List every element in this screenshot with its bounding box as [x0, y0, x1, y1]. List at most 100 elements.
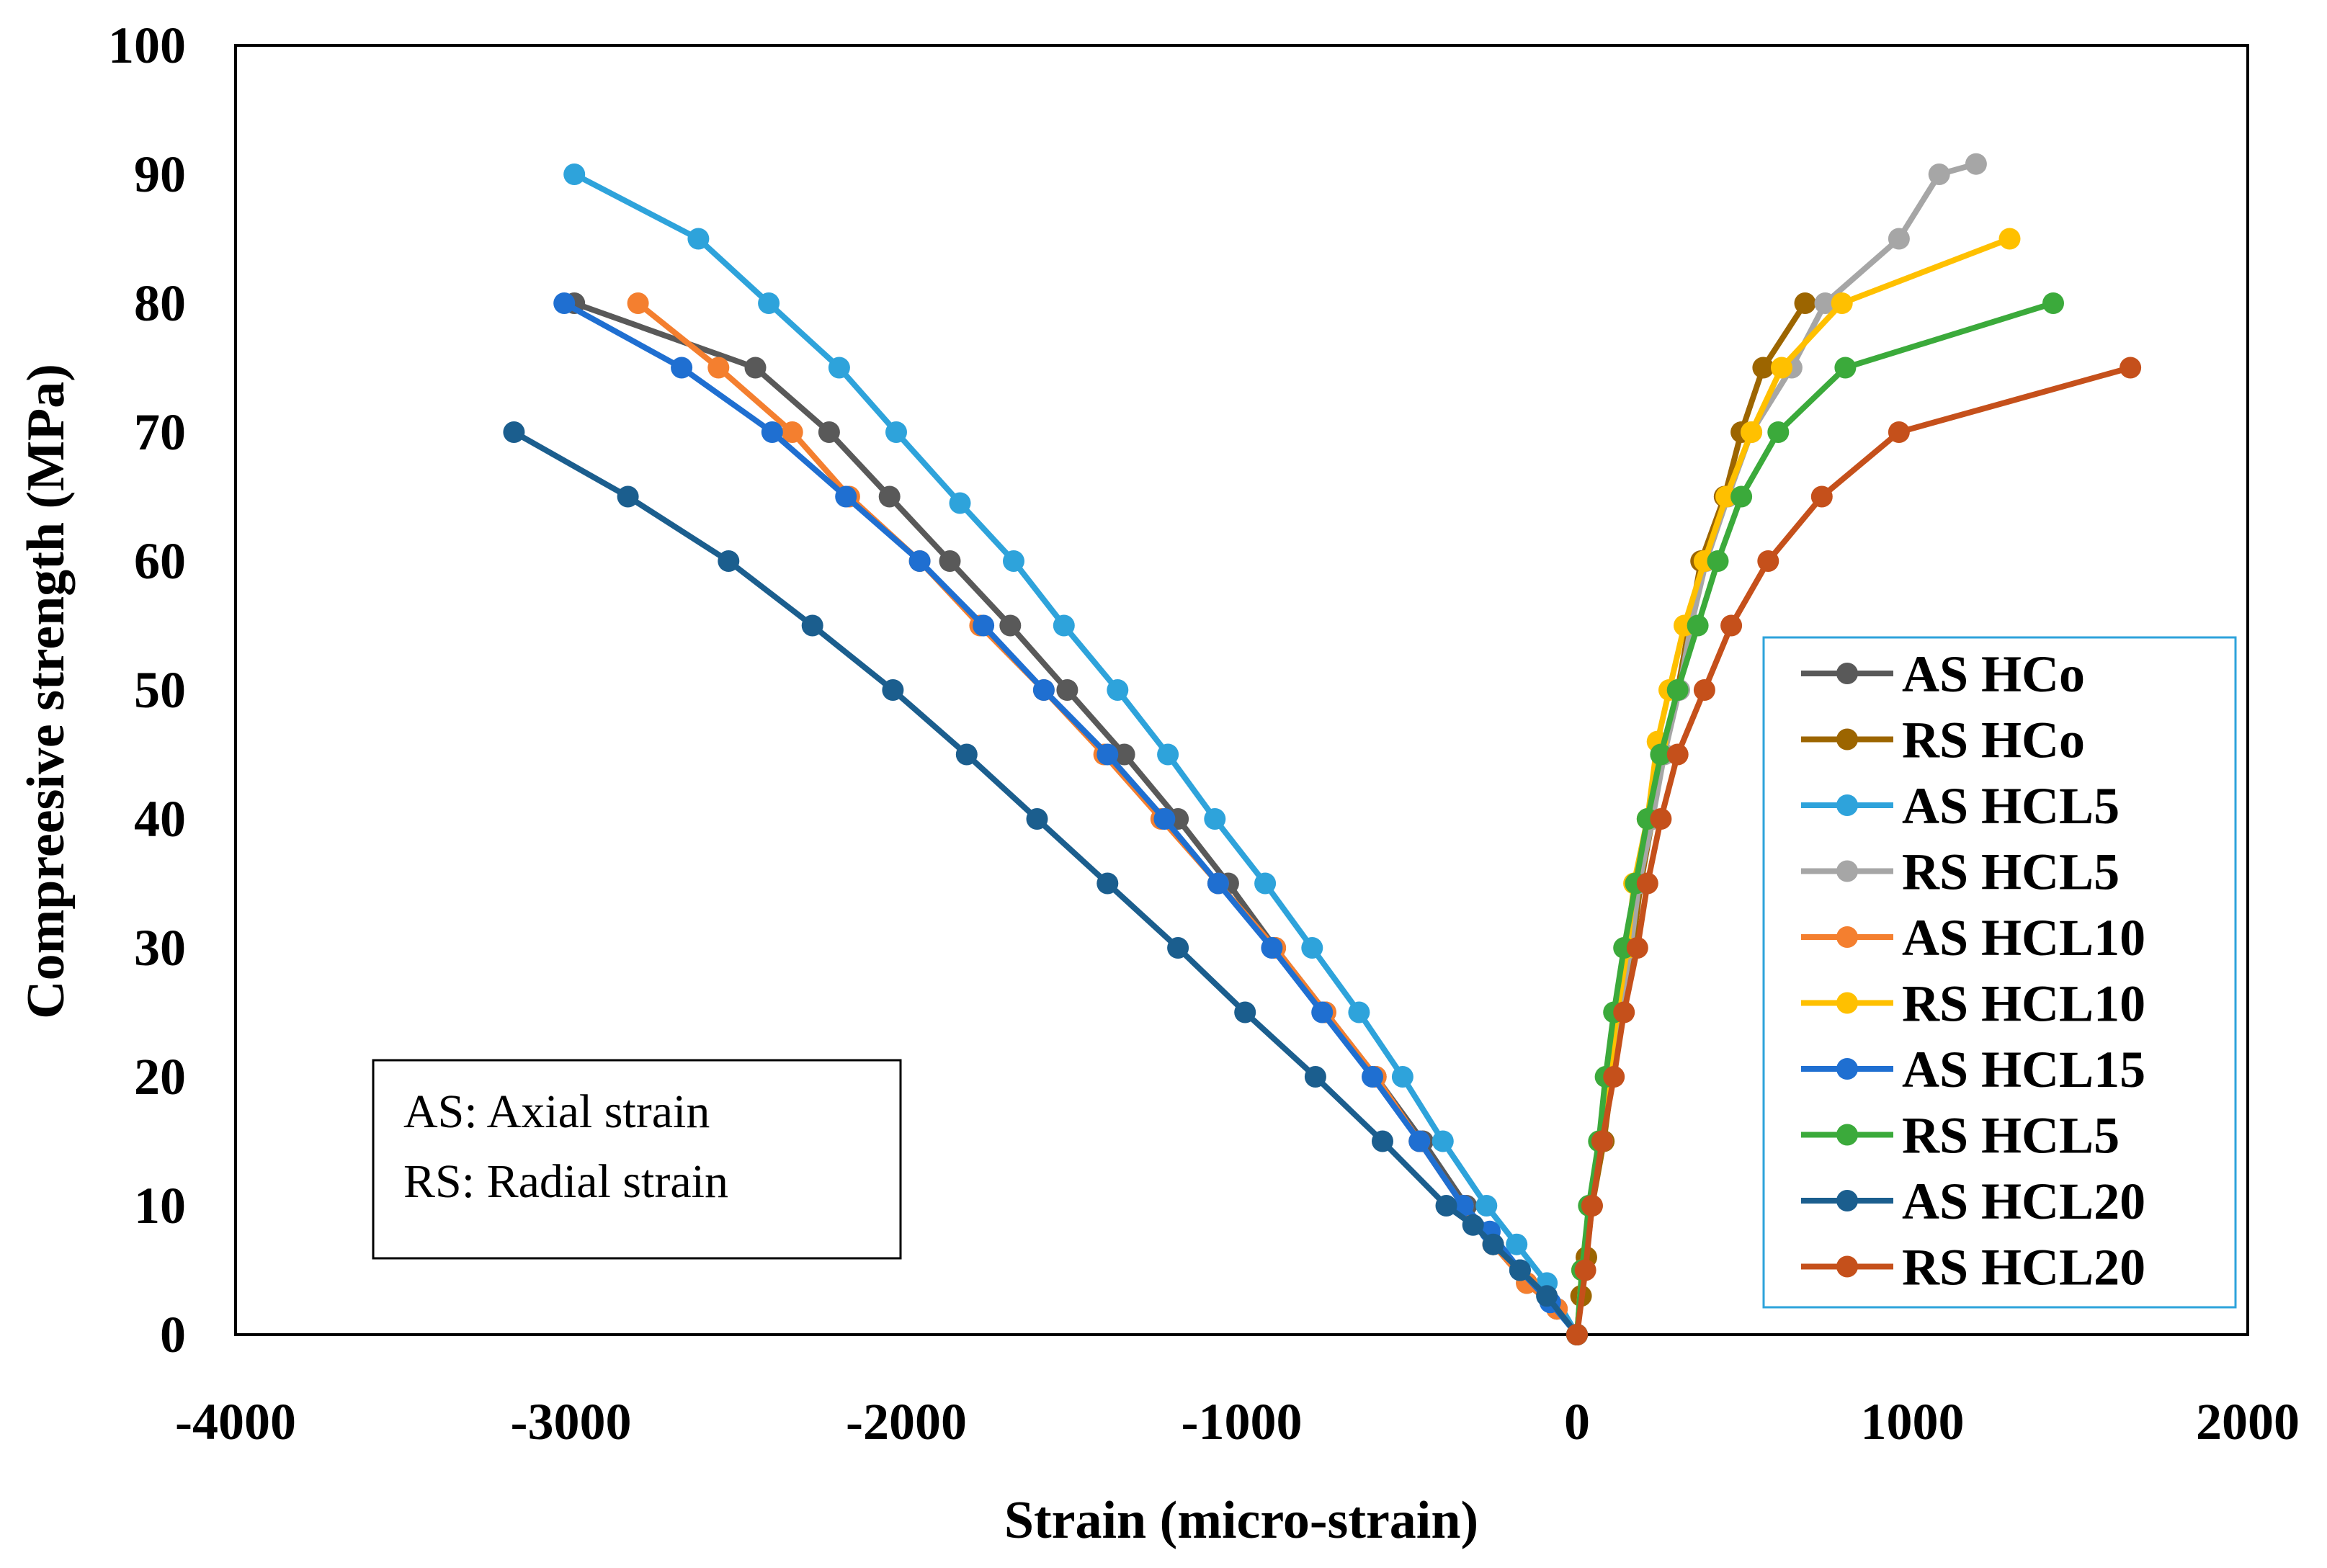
y-tick-label: 90 [134, 145, 186, 203]
data-point [718, 550, 740, 572]
data-point [1752, 357, 1774, 379]
data-point [1311, 1001, 1334, 1023]
data-point [1720, 614, 1743, 637]
y-tick-label: 50 [134, 661, 186, 719]
data-point [1707, 550, 1729, 572]
data-point [1626, 937, 1648, 959]
data-point [1254, 872, 1277, 895]
legend-swatch-marker [1836, 663, 1858, 684]
data-point [1509, 1259, 1531, 1281]
data-point [563, 163, 586, 185]
data-point [1730, 485, 1753, 508]
y-tick-label: 20 [134, 1048, 186, 1106]
data-point [1536, 1285, 1558, 1307]
y-tick-labels: 0 10 20 30 40 50 60 70 80 90 100 [108, 17, 186, 1363]
data-point [1475, 1195, 1498, 1217]
legend-item: RS HCL5 [1801, 1107, 2120, 1165]
data-point [1831, 292, 1853, 314]
data-point [1666, 679, 1689, 701]
legend-label: AS HCL5 [1902, 777, 2120, 835]
data-point [999, 614, 1022, 637]
data-point [1167, 937, 1189, 959]
data-point [707, 357, 730, 379]
y-tick-label: 100 [108, 17, 186, 74]
legend-item: AS HCL15 [1801, 1041, 2145, 1098]
data-point [1965, 153, 1987, 175]
y-axis-title: Compreesive strength (MPa) [17, 364, 76, 1019]
data-point [1928, 163, 1950, 185]
data-point [1113, 743, 1135, 766]
data-point [828, 357, 850, 379]
data-point [1998, 228, 2021, 250]
data-point [1157, 743, 1179, 766]
y-tick-label: 70 [134, 403, 186, 461]
data-point [1566, 1324, 1588, 1345]
data-point [1794, 292, 1816, 314]
y-tick-label: 80 [134, 274, 186, 332]
data-point [1435, 1195, 1457, 1217]
legend-swatch-marker [1836, 794, 1858, 816]
data-point [761, 421, 783, 443]
data-point [1032, 679, 1055, 701]
legend-swatch-marker [1836, 1058, 1858, 1080]
data-point [1506, 1233, 1528, 1255]
note-box-frame [372, 1059, 902, 1260]
x-tick-label: -3000 [511, 1393, 632, 1451]
note-radial: RS: Radial strain [403, 1155, 728, 1208]
x-tick-label: 2000 [2196, 1393, 2300, 1451]
series-line [571, 171, 1580, 1338]
data-point [1888, 228, 1910, 250]
legend-label: RS HCL5 [1902, 1107, 2120, 1165]
data-point [1687, 614, 1709, 637]
legend-item: AS HCL10 [1801, 909, 2145, 967]
data-point [1107, 679, 1129, 701]
data-point [1715, 485, 1738, 508]
legend-items: AS HCo RS HCo AS HCL5 RS HCL5 AS HCL10 RS HCL… [1801, 645, 2145, 1296]
x-tick-label: -2000 [846, 1393, 967, 1451]
y-tick-label: 30 [134, 919, 186, 977]
data-point [687, 228, 710, 250]
legend-item: AS HCo [1801, 645, 2085, 703]
data-point [1056, 679, 1078, 701]
series-2 [563, 163, 1588, 1345]
data-point [1301, 937, 1323, 959]
data-point [1096, 743, 1119, 766]
data-point [818, 421, 840, 443]
legend-swatch-marker [1836, 992, 1858, 1014]
data-point [1462, 1214, 1484, 1236]
data-point [1372, 1130, 1393, 1152]
legend-label: AS HCL15 [1902, 1041, 2145, 1098]
legend-swatch-marker [1836, 1124, 1858, 1146]
legend-item: RS HCo [1801, 712, 2085, 769]
data-point [1096, 872, 1119, 895]
x-axis-title: Strain (micro-strain) [1004, 1491, 1478, 1550]
data-point [1153, 808, 1176, 830]
data-point [1666, 743, 1689, 766]
legend-swatch-marker [1836, 1190, 1858, 1211]
data-point [1348, 1001, 1370, 1023]
data-point [1757, 550, 1779, 572]
data-point [1693, 679, 1715, 701]
x-tick-label: 1000 [1861, 1393, 1965, 1451]
data-point [1834, 357, 1857, 379]
data-point [627, 292, 649, 314]
data-point [1814, 292, 1836, 314]
data-point [553, 292, 576, 314]
data-point [949, 492, 971, 514]
series-line [1574, 364, 2134, 1338]
data-point [2120, 357, 2142, 379]
legend-item: AS HCL5 [1801, 777, 2120, 835]
legend-item: AS HCL20 [1801, 1173, 2145, 1230]
note-axial: AS: Axial strain [403, 1085, 710, 1138]
data-point [744, 357, 767, 379]
legend-swatch-marker [1836, 728, 1858, 751]
data-point [503, 421, 525, 443]
data-point [1767, 421, 1790, 443]
data-point [1603, 1066, 1625, 1088]
data-point [1650, 743, 1672, 766]
data-point [1650, 808, 1672, 830]
data-point [1026, 808, 1048, 830]
legend: AS HCo RS HCo AS HCL5 RS HCL5 AS HCL10 RS HCL… [1762, 636, 2237, 1309]
y-tick-label: 60 [134, 532, 186, 590]
